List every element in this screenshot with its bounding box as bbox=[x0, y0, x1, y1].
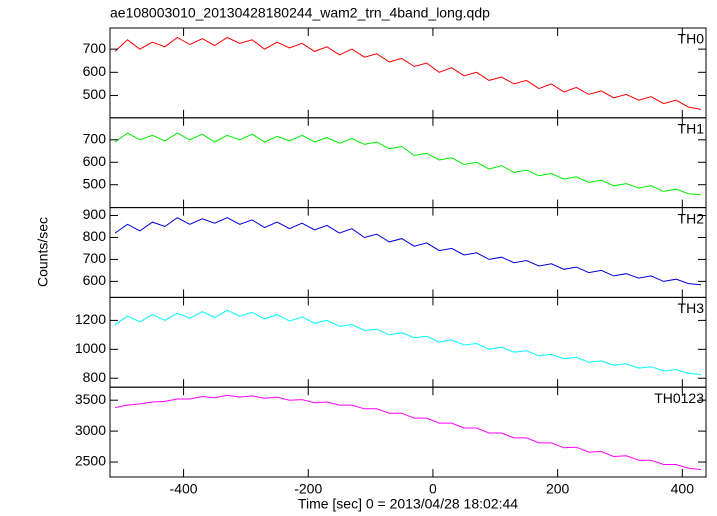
y-tick-label: 2500 bbox=[75, 453, 106, 469]
y-tick-label: 600 bbox=[83, 153, 107, 169]
y-tick-label: 700 bbox=[83, 131, 107, 147]
data-line bbox=[114, 394, 702, 470]
y-axis-label: Counts/sec bbox=[35, 217, 51, 287]
y-tick-label: 3500 bbox=[75, 391, 106, 407]
x-tick-label: -400 bbox=[170, 481, 198, 497]
chart-title: ae108003010_20130428180244_wam2_trn_4ban… bbox=[110, 5, 490, 21]
y-tick-label: 1000 bbox=[75, 340, 106, 356]
y-tick-label: 600 bbox=[83, 63, 107, 79]
series-label: TH0123 bbox=[654, 390, 704, 406]
panel-frame bbox=[109, 27, 707, 119]
data-line bbox=[114, 36, 702, 110]
x-tick-label: 0 bbox=[429, 481, 437, 497]
y-tick-label: 700 bbox=[83, 40, 107, 56]
y-tick-label: 1200 bbox=[75, 311, 106, 327]
x-tick-label: 200 bbox=[546, 481, 570, 497]
series-label: TH0 bbox=[678, 31, 705, 47]
x-axis-label: Time [sec] 0 = 2013/04/28 18:02:44 bbox=[298, 496, 518, 512]
panel-frame bbox=[109, 117, 707, 209]
panel-frame bbox=[109, 207, 707, 298]
x-tick-label: -200 bbox=[294, 481, 322, 497]
y-tick-label: 800 bbox=[83, 369, 107, 385]
y-tick-label: 800 bbox=[83, 228, 107, 244]
data-line bbox=[114, 132, 702, 196]
y-tick-label: 500 bbox=[83, 175, 107, 191]
x-tick-label: 400 bbox=[671, 481, 695, 497]
y-tick-label: 700 bbox=[83, 250, 107, 266]
y-tick-label: 900 bbox=[83, 206, 107, 222]
y-tick-label: 600 bbox=[83, 272, 107, 288]
y-tick-label: 500 bbox=[83, 86, 107, 102]
series-label: TH2 bbox=[678, 210, 705, 226]
data-line bbox=[114, 309, 702, 376]
panel-frame bbox=[109, 296, 707, 388]
series-label: TH1 bbox=[678, 121, 705, 137]
data-line bbox=[114, 217, 702, 286]
y-tick-label: 3000 bbox=[75, 422, 106, 438]
series-label: TH3 bbox=[678, 300, 705, 316]
panel-frame bbox=[109, 386, 707, 478]
